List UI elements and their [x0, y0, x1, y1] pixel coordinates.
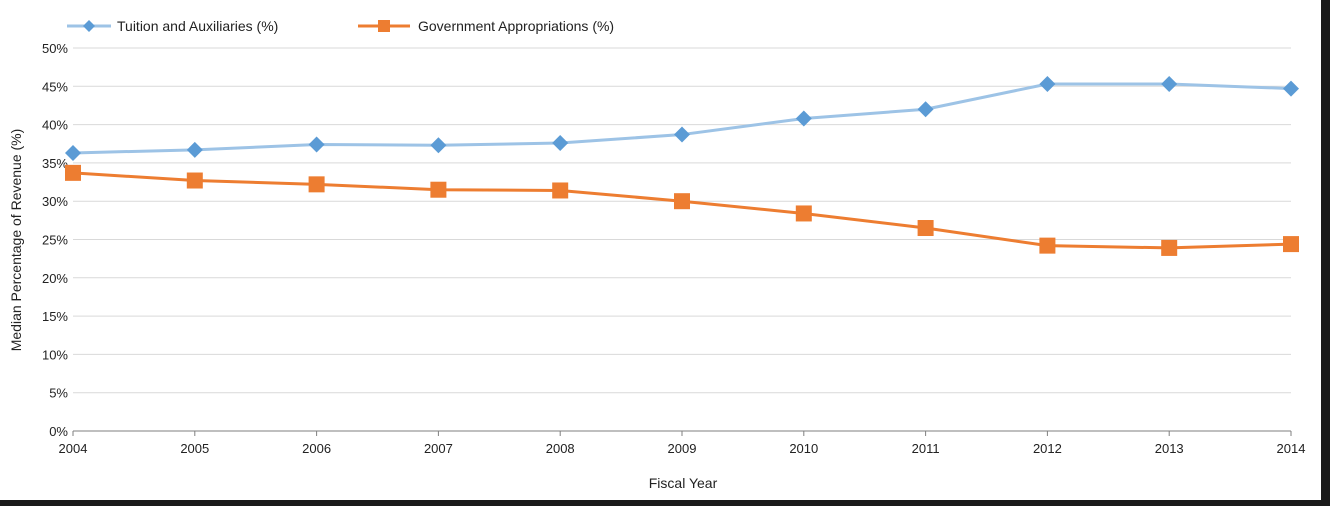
data-point	[1161, 76, 1178, 93]
x-tick-label: 2008	[546, 441, 575, 456]
y-tick-label: 30%	[42, 194, 68, 209]
series-tuition	[65, 76, 1299, 161]
data-point	[1283, 80, 1299, 97]
data-point	[308, 136, 325, 153]
x-tick-labels: 2004 2005 2006 2007 2008 2009 2010 2011 2012 2013…	[59, 441, 1306, 456]
data-point	[795, 110, 812, 127]
legend-item: Tuition and Auxiliaries (%)	[67, 18, 278, 34]
y-tick-label: 35%	[42, 156, 68, 171]
data-point	[1039, 237, 1056, 254]
x-tick-label: 2006	[302, 441, 331, 456]
legend-label: Government Appropriations (%)	[418, 18, 614, 34]
legend-label: Tuition and Auxiliaries (%)	[117, 18, 278, 34]
x-tick-label: 2012	[1033, 441, 1062, 456]
x-axis-title: Fiscal Year	[649, 475, 718, 491]
y-tick-labels: 0% 5% 10% 15% 20% 25% 30% 35% 40% 45% 50%	[42, 41, 68, 439]
x-tick-label: 2010	[789, 441, 818, 456]
data-point	[430, 137, 447, 154]
data-point	[65, 164, 81, 181]
data-point	[917, 220, 934, 237]
data-point	[430, 181, 447, 198]
x-tick-label: 2013	[1155, 441, 1184, 456]
bottom-frame-bar	[0, 500, 1330, 506]
y-tick-label: 0%	[49, 424, 68, 439]
series	[65, 76, 1299, 256]
legend-marker	[83, 20, 95, 32]
y-tick-label: 25%	[42, 233, 68, 248]
x-tick-label: 2011	[912, 441, 940, 456]
data-point	[186, 141, 203, 158]
series-line	[72, 171, 1292, 250]
data-point	[552, 134, 569, 151]
data-point	[674, 193, 690, 210]
y-axis-title: Median Percentage of Revenue (%)	[8, 129, 24, 352]
axes	[72, 430, 1292, 436]
x-tick-label: 2004	[59, 441, 88, 456]
y-tick-label: 45%	[42, 79, 68, 94]
right-frame-bar	[1321, 0, 1330, 506]
y-tick-label: 10%	[42, 347, 68, 362]
x-tick-label: 2009	[668, 441, 697, 456]
data-point	[186, 172, 203, 189]
y-tick-label: 15%	[42, 309, 68, 324]
series-government	[65, 164, 1299, 256]
data-point	[65, 144, 81, 161]
data-point	[1283, 236, 1299, 253]
y-tick-label: 40%	[42, 118, 68, 133]
data-point	[1161, 239, 1178, 256]
x-tick-label: 2007	[424, 441, 453, 456]
legend: Tuition and Auxiliaries (%) Government Ap…	[67, 18, 614, 34]
data-point	[917, 101, 934, 118]
y-tick-label: 5%	[49, 386, 68, 401]
y-tick-label: 20%	[42, 271, 68, 286]
data-point	[552, 182, 569, 199]
series-line	[72, 82, 1292, 155]
legend-marker	[378, 20, 390, 32]
data-point	[795, 205, 812, 222]
data-point	[1039, 76, 1056, 93]
gridlines	[73, 47, 1291, 394]
x-tick-label: 2014	[1277, 441, 1306, 456]
y-tick-label: 50%	[42, 41, 68, 56]
data-point	[308, 176, 325, 193]
legend-item: Government Appropriations (%)	[358, 18, 614, 34]
x-tick-label: 2005	[180, 441, 209, 456]
data-point	[674, 126, 690, 143]
